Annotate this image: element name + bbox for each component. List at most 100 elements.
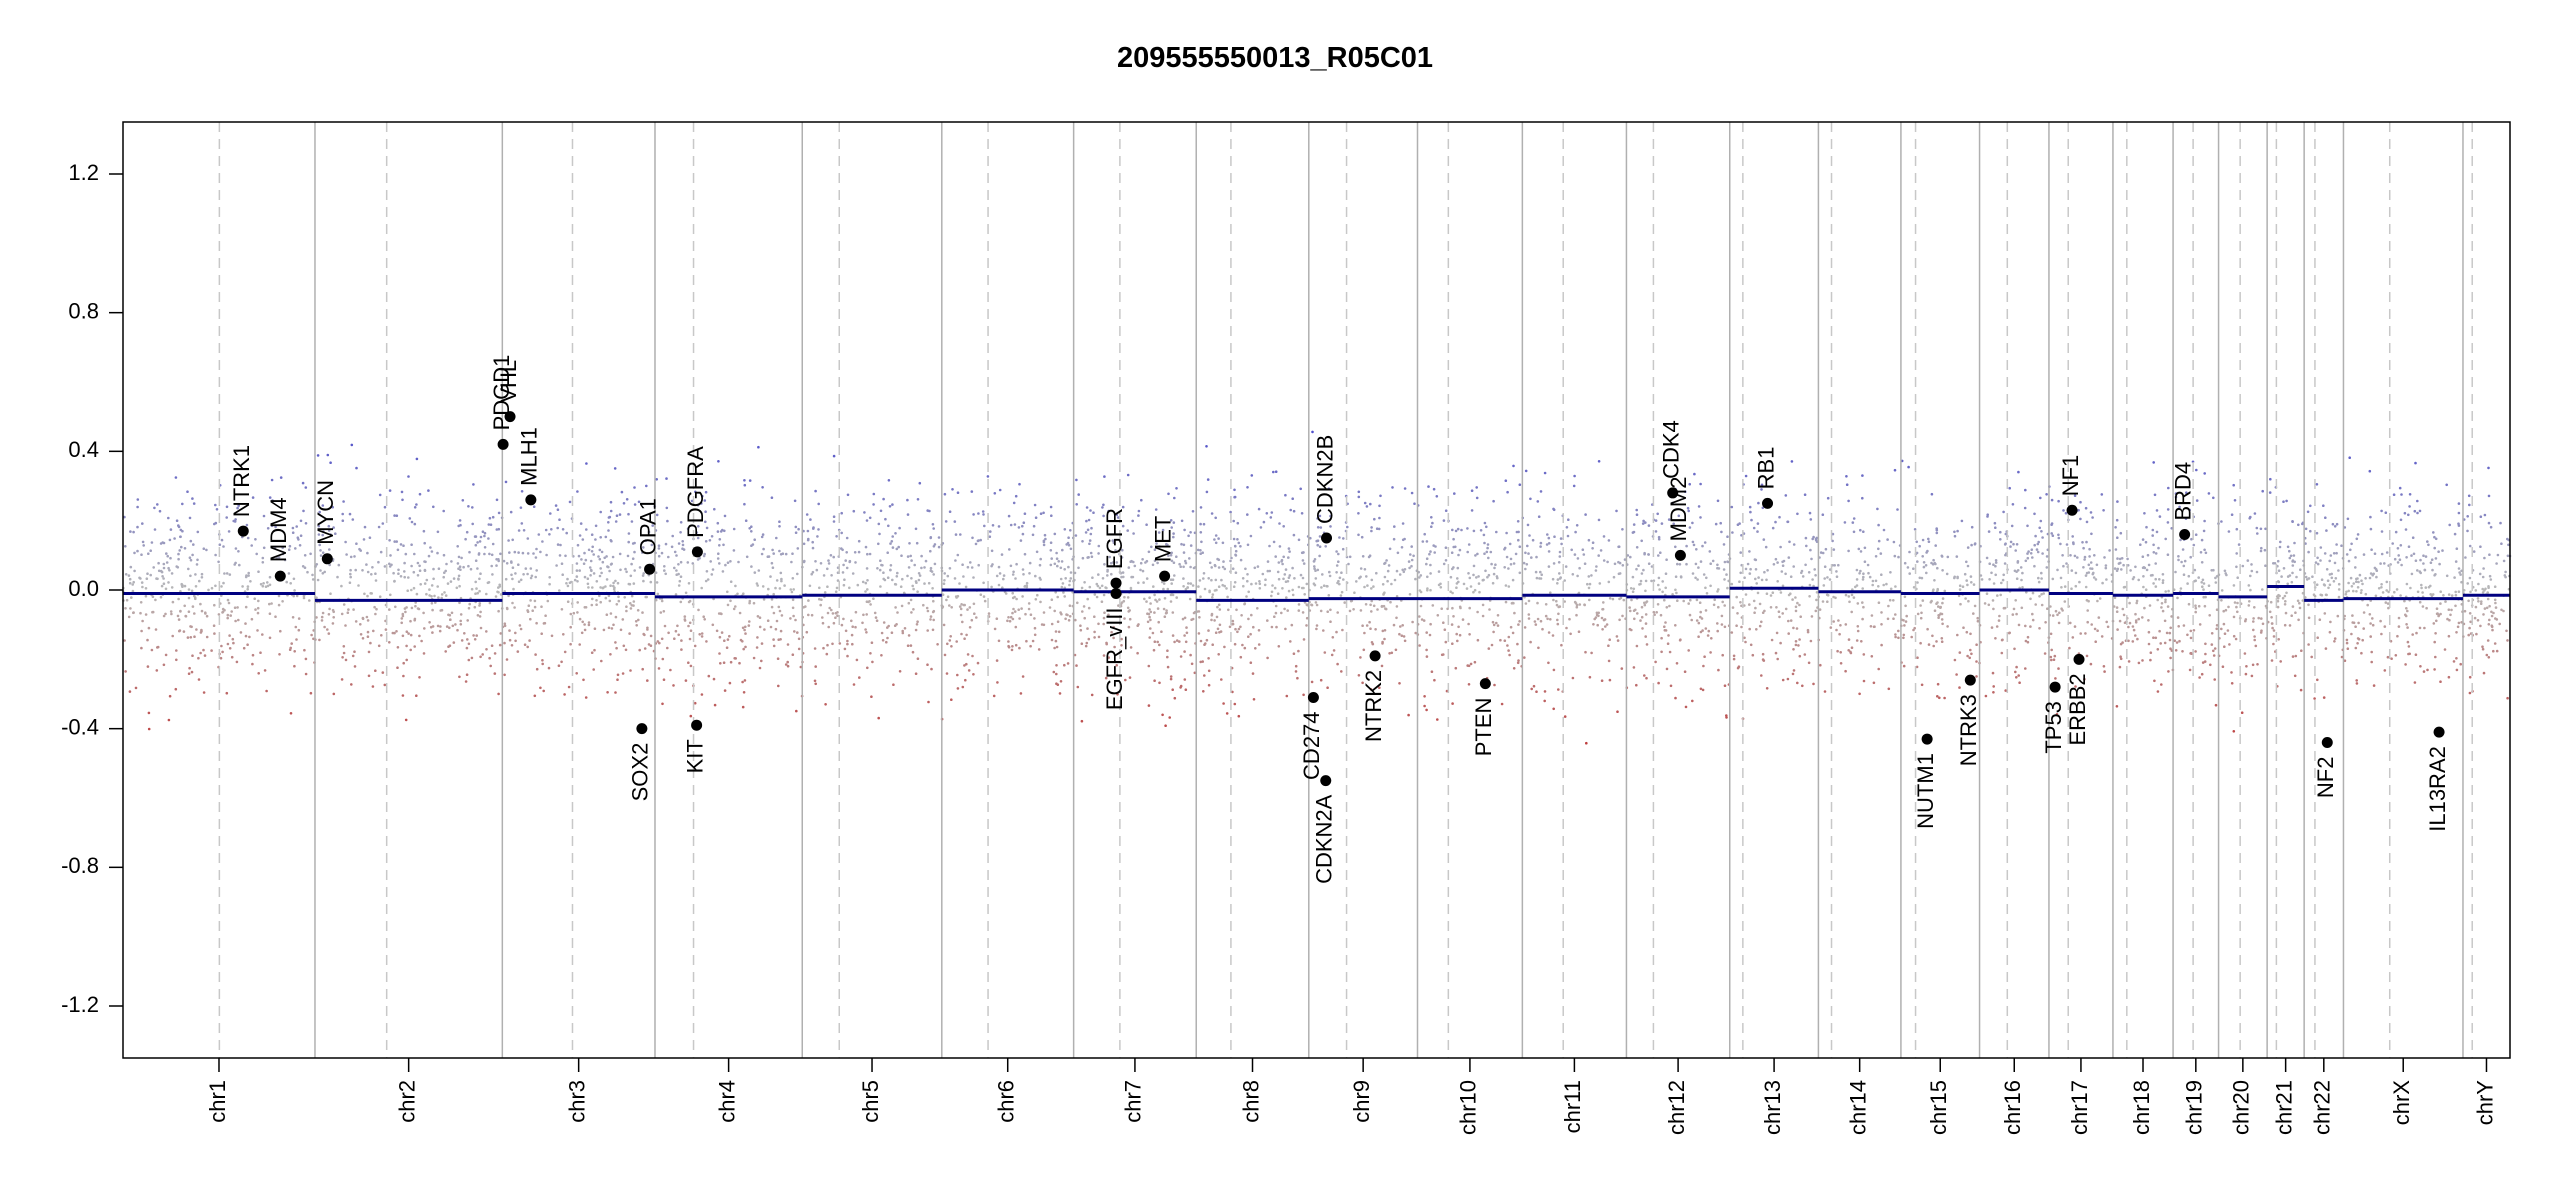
probe-point <box>2268 610 2272 614</box>
probe-point <box>1845 475 1848 478</box>
probe-point <box>643 633 646 637</box>
probe-point <box>1270 511 1274 514</box>
probe-point <box>1564 565 1568 568</box>
probe-point <box>168 569 171 572</box>
probe-point <box>1794 609 1798 613</box>
probe-point <box>1208 561 1212 565</box>
probe-point <box>200 609 204 613</box>
probe-point <box>1272 540 1276 544</box>
probe-point <box>195 563 199 566</box>
probe-point <box>467 642 471 646</box>
probe-point <box>890 631 894 634</box>
probe-point <box>1127 625 1131 629</box>
probe-point <box>1535 576 1539 580</box>
probe-point <box>1276 592 1280 595</box>
probe-point <box>2397 625 2401 628</box>
probe-point <box>1234 549 1238 553</box>
probe-point <box>953 520 957 523</box>
probe-point <box>2142 566 2146 569</box>
probe-point <box>1085 519 1088 523</box>
probe-point <box>1402 570 1406 574</box>
probe-point <box>1740 625 1743 629</box>
probe-point <box>932 599 935 603</box>
probe-point <box>520 522 524 525</box>
probe-point <box>1534 570 1538 574</box>
probe-point <box>942 582 946 585</box>
probe-point <box>1813 568 1816 571</box>
probe-point <box>265 689 268 693</box>
probe-point <box>1815 536 1819 540</box>
probe-point <box>2348 456 2351 460</box>
probe-point <box>1541 627 1544 631</box>
probe-point <box>433 594 436 598</box>
probe-point <box>578 569 581 572</box>
probe-point <box>1833 564 1836 567</box>
probe-point <box>2386 602 2390 605</box>
probe-point <box>633 550 636 554</box>
probe-point <box>2434 557 2438 560</box>
probe-point <box>332 616 336 619</box>
probe-point <box>2386 655 2390 659</box>
probe-point <box>2051 577 2055 581</box>
probe-point <box>2050 648 2053 652</box>
probe-point <box>377 560 380 564</box>
probe-point <box>1794 596 1797 599</box>
probe-point <box>1315 624 1319 627</box>
probe-point <box>1178 640 1181 643</box>
probe-point <box>404 610 407 614</box>
probe-point <box>1857 547 1861 551</box>
probe-point <box>1225 587 1228 590</box>
probe-point <box>720 612 723 616</box>
probe-point <box>2291 655 2295 658</box>
probe-point <box>1588 582 1592 586</box>
probe-point <box>2142 575 2145 578</box>
probe-point <box>384 628 388 631</box>
probe-point <box>1726 560 1729 563</box>
probe-point <box>2383 562 2386 565</box>
probe-point <box>264 585 268 588</box>
probe-point <box>259 651 262 654</box>
probe-point <box>400 617 404 620</box>
probe-point <box>1748 627 1751 631</box>
probe-point <box>1376 608 1379 611</box>
probe-point <box>1214 631 1218 634</box>
probe-point <box>1848 600 1851 604</box>
probe-point <box>1426 575 1429 579</box>
probe-point <box>1451 567 1454 571</box>
probe-point <box>2486 591 2489 594</box>
probe-point <box>2254 644 2258 648</box>
probe-point <box>1166 649 1169 652</box>
probe-point <box>814 682 817 686</box>
probe-point <box>401 634 405 638</box>
probe-point <box>529 567 533 570</box>
probe-point <box>334 532 337 535</box>
probe-point <box>704 490 708 494</box>
probe-point <box>700 586 703 590</box>
probe-point <box>913 563 916 567</box>
probe-point <box>1574 530 1577 534</box>
probe-point <box>2316 636 2319 639</box>
probe-point <box>1075 478 1078 482</box>
probe-point <box>1975 660 1978 663</box>
probe-point <box>2129 569 2132 572</box>
probe-point <box>162 614 166 618</box>
probe-point <box>664 542 668 546</box>
probe-point <box>1725 716 1728 719</box>
probe-point <box>700 635 704 638</box>
probe-point <box>228 647 232 650</box>
probe-point <box>1158 545 1161 548</box>
probe-point <box>393 540 397 543</box>
probe-point <box>683 619 687 622</box>
probe-point <box>796 572 799 576</box>
probe-point <box>1577 591 1581 595</box>
probe-point <box>636 609 640 612</box>
probe-point <box>1675 662 1679 665</box>
probe-point <box>901 629 904 633</box>
probe-point <box>168 694 172 698</box>
probe-point <box>349 575 353 579</box>
probe-point <box>1403 537 1406 541</box>
probe-point <box>1870 655 1874 658</box>
probe-point <box>1009 564 1013 568</box>
probe-point <box>1607 644 1610 647</box>
probe-point <box>1486 543 1490 546</box>
